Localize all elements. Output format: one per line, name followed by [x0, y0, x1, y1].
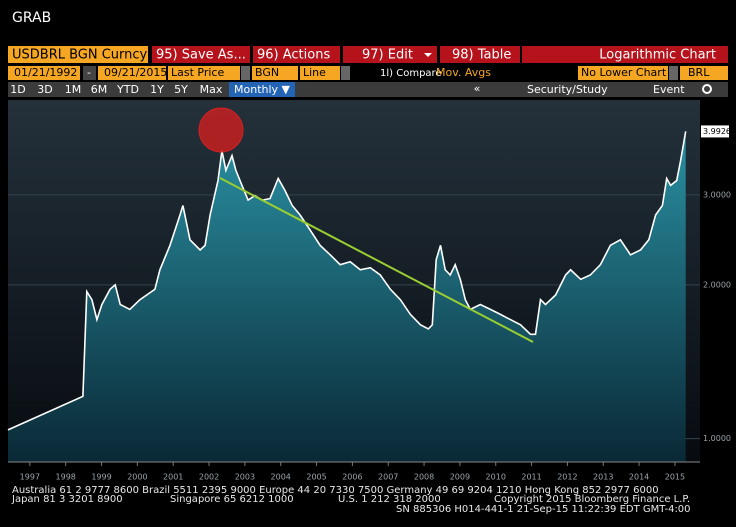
- separator: -: [87, 66, 91, 79]
- input[interactable]: [578, 66, 668, 80]
- window-title: GRAB: [12, 10, 51, 26]
- period[interactable]: 3D: [37, 83, 52, 96]
- last-price-label: 3.9926: [703, 127, 731, 136]
- x-tick-label: 2006: [342, 473, 362, 482]
- button-label[interactable]: 95) Save As...: [156, 48, 246, 63]
- button[interactable]: [440, 46, 520, 63]
- y-tick-label: 3.0000: [703, 190, 731, 199]
- input[interactable]: [252, 66, 298, 80]
- x-tick-label: 2008: [414, 473, 434, 482]
- button[interactable]: [152, 46, 250, 63]
- y-tick-label: 1.0000: [703, 434, 731, 443]
- period[interactable]: 1Y: [150, 83, 164, 96]
- x-tick-label: 2004: [271, 473, 291, 482]
- highlight-circle: [198, 107, 244, 153]
- chart-type-bar: [522, 46, 728, 63]
- x-tick-label: 2000: [127, 473, 147, 482]
- last-price-box: [701, 125, 729, 138]
- input[interactable]: [8, 66, 80, 80]
- event[interactable]: Event: [653, 83, 685, 96]
- period[interactable]: 1M: [65, 83, 82, 96]
- x-tick-label: 2003: [235, 473, 255, 482]
- period[interactable]: 6M: [91, 83, 108, 96]
- x-tick-label: 2009: [450, 473, 470, 482]
- x-tick-label: 2001: [163, 473, 183, 482]
- dropdown-arrow: [424, 53, 432, 57]
- price-line: [7, 131, 687, 431]
- input[interactable]: [680, 66, 728, 80]
- source[interactable]: BGN: [255, 66, 279, 79]
- footer: Australia 61 2 9777 8600 Brazil 5511 239…: [12, 485, 659, 496]
- x-tick-label: 2007: [378, 473, 398, 482]
- period[interactable]: 1D: [10, 83, 25, 96]
- period[interactable]: Max: [200, 83, 223, 96]
- x-tick-label: 1997: [20, 473, 40, 482]
- x-tick-label: 1999: [91, 473, 111, 482]
- input[interactable]: [300, 66, 340, 80]
- period[interactable]: YTD: [116, 83, 139, 96]
- end-date[interactable]: 09/21/2015: [104, 66, 167, 79]
- toolbar: [8, 82, 728, 97]
- button[interactable]: [253, 46, 340, 63]
- frequency[interactable]: Monthly ▼: [234, 83, 291, 96]
- footer: SN 885306 H014-441-1 21-Sep-15 11:22:39 …: [396, 504, 691, 515]
- footer: Singapore 65 6212 1000: [170, 494, 294, 505]
- mov-avgs[interactable]: Mov. Avgs: [436, 66, 491, 79]
- separator-box: [83, 66, 96, 80]
- currency[interactable]: BRL: [688, 66, 710, 79]
- button[interactable]: [343, 46, 437, 63]
- gear-icon[interactable]: [702, 84, 712, 94]
- compare[interactable]: 1l) Compare: [380, 68, 442, 79]
- frequency-box[interactable]: [229, 82, 295, 97]
- x-tick-label: 2013: [593, 473, 613, 482]
- x-tick-label: 2002: [199, 473, 219, 482]
- footer: Copyright 2015 Bloomberg Finance L.P.: [494, 494, 690, 505]
- chart-type: Logarithmic Chart: [599, 48, 716, 63]
- button-label[interactable]: 96) Actions: [257, 48, 330, 63]
- dropdown[interactable]: [241, 66, 250, 80]
- area: [8, 131, 686, 462]
- footer: U.S. 1 212 318 2000: [338, 494, 441, 505]
- period[interactable]: 5Y: [174, 83, 188, 96]
- x-tick-label: 2011: [521, 473, 541, 482]
- study[interactable]: Security/Study: [527, 83, 608, 96]
- button-label[interactable]: 98) Table: [452, 48, 511, 63]
- footer: Japan 81 3 3201 8900: [11, 494, 123, 505]
- x-tick-label: 2012: [557, 473, 577, 482]
- security-box[interactable]: [8, 46, 148, 63]
- nav[interactable]: «: [474, 82, 481, 95]
- dropdown[interactable]: [669, 66, 678, 80]
- style[interactable]: Line: [303, 66, 326, 79]
- input[interactable]: [98, 66, 166, 80]
- y-tick-label: 2.0000: [703, 280, 731, 289]
- x-tick-label: 2015: [665, 473, 685, 482]
- x-tick-label: 2014: [629, 473, 649, 482]
- trend-line: [219, 177, 534, 343]
- x-tick-label: 2010: [486, 473, 506, 482]
- dropdown[interactable]: [341, 66, 350, 80]
- lower-chart[interactable]: No Lower Chart: [581, 66, 667, 79]
- field[interactable]: Last Price: [171, 66, 224, 79]
- security[interactable]: USDBRL BGN Curncy: [12, 48, 148, 63]
- button-label[interactable]: 97) Edit: [362, 48, 413, 63]
- input[interactable]: [168, 66, 240, 80]
- start-date[interactable]: 01/21/1992: [14, 66, 77, 79]
- x-tick-label: 2005: [306, 473, 326, 482]
- x-tick-label: 1998: [56, 473, 76, 482]
